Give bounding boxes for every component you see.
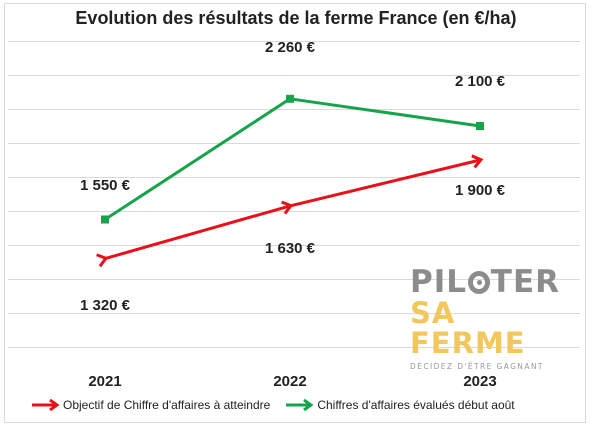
data-point-marker	[476, 122, 484, 130]
data-label: 1 900 €	[455, 182, 506, 199]
data-point-marker	[286, 94, 294, 103]
logo-text-line2: SA FERME	[410, 296, 526, 360]
data-point-marker	[101, 215, 109, 224]
data-label: 1 630 €	[265, 240, 316, 257]
data-point-marker	[281, 200, 294, 215]
x-tick-label: 2021	[88, 373, 121, 390]
legend-label-objectif: Objectif de Chiffre d'affaires à atteind…	[63, 398, 271, 412]
chart-legend: Objectif de Chiffre d'affaires à atteind…	[30, 398, 529, 412]
green-arrow-line-icon	[286, 399, 314, 411]
logo-text-part2: TER	[490, 264, 560, 300]
red-arrow-line-icon	[32, 399, 60, 411]
series-line-1	[104, 97, 481, 221]
x-tick-label: 2023	[463, 373, 496, 390]
data-label: 2 260 €	[265, 39, 316, 56]
chart-title: Evolution des résultats de la ferme Fran…	[75, 8, 517, 28]
logo-text-part1: PIL	[410, 264, 468, 300]
data-point-marker	[471, 154, 484, 169]
location-pin-icon	[468, 270, 490, 294]
piloter-sa-ferme-logo: PIL TER SA FERME DÉCIDEZ D'ÊTRE GAGNANT	[410, 266, 560, 371]
legend-label-chiffres: Chiffres d'affaires évalués début août	[317, 398, 515, 412]
legend-item-objectif: Objectif de Chiffre d'affaires à atteind…	[30, 398, 270, 412]
data-point-marker	[96, 253, 109, 268]
logo-tagline: DÉCIDEZ D'ÊTRE GAGNANT	[410, 362, 544, 371]
data-label: 1 550 €	[80, 177, 131, 194]
data-label: 1 320 €	[80, 297, 131, 314]
legend-item-chiffres: Chiffres d'affaires évalués début août	[284, 398, 515, 412]
x-tick-label: 2022	[273, 373, 306, 390]
data-label: 2 100 €	[455, 73, 506, 90]
chart-frame	[4, 3, 586, 423]
